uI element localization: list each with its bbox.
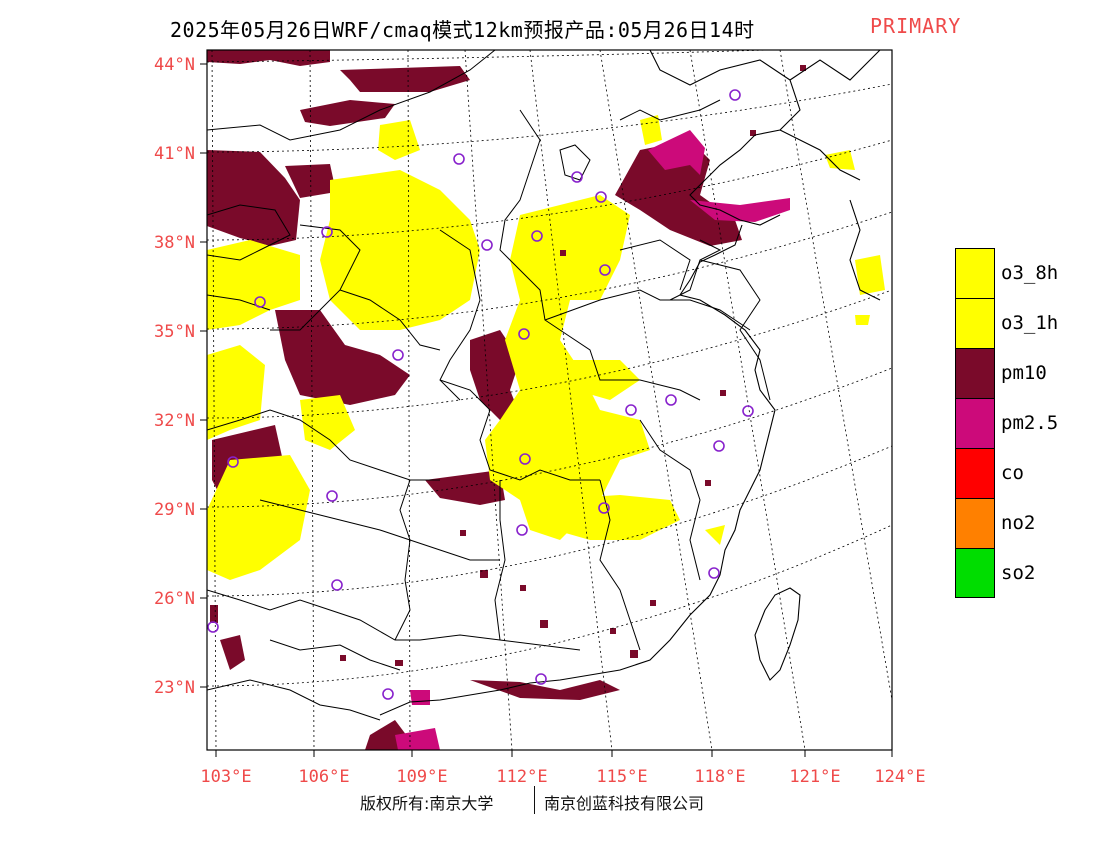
legend-item-co: co [955,448,1085,498]
legend-label: o3_1h [1001,312,1059,334]
latitude-labels: 44°N 41°N 38°N 35°N 32°N 29°N 26°N 23°N [154,55,195,698]
axis-ticks [200,63,893,757]
lat-label: 26°N [154,589,195,609]
lon-label: 112°E [496,767,547,787]
legend-swatch [955,448,995,498]
legend-label: no2 [1001,512,1036,534]
lat-label: 29°N [154,500,195,520]
map-frame [206,49,893,751]
pm10-regions [207,50,742,750]
pm25-regions [395,130,790,750]
legend-swatch [955,398,995,448]
map-title: 2025年05月26日WRF/cmaq模式12km预报产品:05月26日14时 … [0,10,1100,42]
lon-label: 109°E [396,767,447,787]
legend-label: so2 [1001,562,1036,584]
lat-label: 35°N [154,322,195,342]
copyright-left: 版权所有:南京大学 [360,794,494,813]
legend-swatch [955,498,995,548]
title-text: 2025年05月26日WRF/cmaq模式12km预报产品:05月26日14时 [170,18,755,42]
legend-item-pm10: pm10 [955,348,1085,398]
lat-label: 32°N [154,411,195,431]
legend-item-so2: so2 [955,548,1085,598]
lat-label: 41°N [154,144,195,164]
legend-label: pm2.5 [1001,412,1059,434]
copyright-divider [534,786,535,814]
legend-swatch [955,248,995,298]
lon-label: 124°E [874,767,925,787]
lon-label: 121°E [789,767,840,787]
lon-label: 115°E [596,767,647,787]
title-primary-tag: PRIMARY [870,14,962,38]
legend-item-o3_8h: o3_8h [955,248,1085,298]
speckle-cells [210,65,806,666]
legend-label: o3_8h [1001,262,1059,284]
legend-swatch [955,548,995,598]
lat-label: 44°N [154,55,195,75]
station-markers [207,89,754,700]
legend-label: co [1001,462,1024,484]
pollutant-legend: o3_8h o3_1h pm10 pm2.5 co no2 so2 [955,248,1085,598]
copyright-right: 南京创蓝科技有限公司 [544,794,705,813]
legend-item-no2: no2 [955,498,1085,548]
copyright-footer: 版权所有:南京大学 南京创蓝科技有限公司 [0,786,1100,816]
legend-swatch [955,348,995,398]
lat-label: 23°N [154,678,195,698]
legend-swatch [955,298,995,348]
lon-label: 103°E [200,767,251,787]
province-boundaries [207,50,771,721]
lon-label: 106°E [298,767,349,787]
legend-item-o3_1h: o3_1h [955,298,1085,348]
lat-label: 38°N [154,233,195,253]
lon-label: 118°E [694,767,745,787]
longitude-labels: 103°E 106°E 109°E 112°E 115°E 118°E 121°… [200,767,925,787]
legend-item-pm25: pm2.5 [955,398,1085,448]
graticule [207,50,892,750]
legend-label: pm10 [1001,362,1047,384]
pollution-field [207,50,885,750]
